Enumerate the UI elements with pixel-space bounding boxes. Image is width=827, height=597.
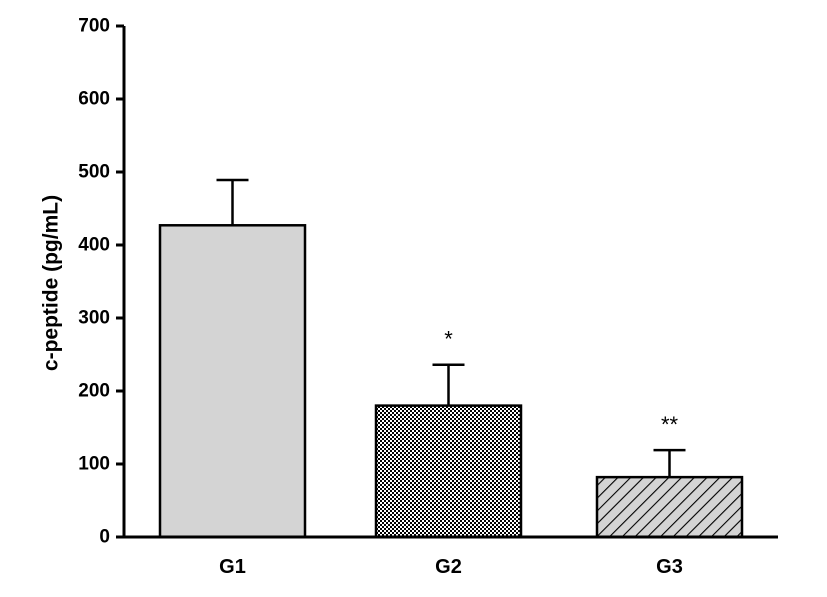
x-category-label-G3: G3 — [656, 556, 683, 578]
x-category-label-G2: G2 — [435, 556, 462, 578]
bars-group: *** — [158, 178, 744, 539]
y-tick-label: 500 — [78, 162, 110, 183]
x-category-label-G1: G1 — [219, 556, 246, 578]
significance-marker-G2: * — [444, 327, 453, 352]
y-axis-ticks: 0 100 200 300 400 500 600 700 — [78, 16, 124, 548]
y-tick-label: 300 — [78, 308, 110, 329]
y-axis-label: c-peptide (pg/mL) — [40, 195, 63, 371]
bar-G1 — [158, 224, 307, 539]
y-tick-label: 700 — [78, 16, 110, 37]
y-tick-label: 100 — [78, 454, 110, 475]
bar-G2 — [374, 404, 523, 539]
y-tick-label: 400 — [78, 235, 110, 256]
bar-G3 — [595, 475, 744, 539]
y-tick-label: 200 — [78, 381, 110, 402]
axes-group — [122, 26, 778, 539]
y-tick-label: 600 — [78, 89, 110, 110]
significance-marker-G3: ** — [661, 412, 679, 437]
x-axis-labels: G1 G2 G3 — [219, 556, 683, 578]
y-tick-label: 0 — [99, 527, 110, 548]
